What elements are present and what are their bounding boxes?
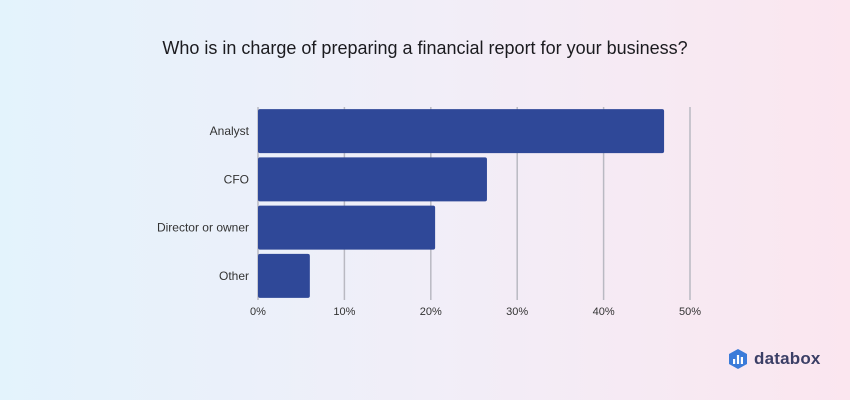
- chart-title: Who is in charge of preparing a financia…: [162, 38, 688, 58]
- x-tick-label: 10%: [333, 306, 355, 318]
- brand-name: databox: [754, 349, 821, 368]
- label-layer: 0% 10% 20% 30% 40% 50% Analyst CFO Director or o…: [157, 124, 701, 318]
- bar: [258, 253, 310, 298]
- databox-logo-icon: [729, 349, 747, 369]
- category-label: Director or owner: [157, 221, 249, 235]
- x-tick-label: 50%: [679, 306, 701, 318]
- category-label: Other: [219, 269, 249, 283]
- x-tick-label: 0%: [250, 306, 266, 318]
- x-tick-label: 20%: [420, 306, 442, 318]
- category-label: CFO: [224, 172, 249, 186]
- databox-brand: databox: [728, 348, 821, 370]
- x-tick-label: 30%: [506, 306, 528, 318]
- bar-layer: [258, 109, 665, 298]
- bar: [258, 157, 487, 202]
- x-tick-label: 40%: [593, 306, 615, 318]
- category-label: Analyst: [210, 124, 250, 138]
- bar: [258, 109, 665, 154]
- bar: [258, 205, 436, 250]
